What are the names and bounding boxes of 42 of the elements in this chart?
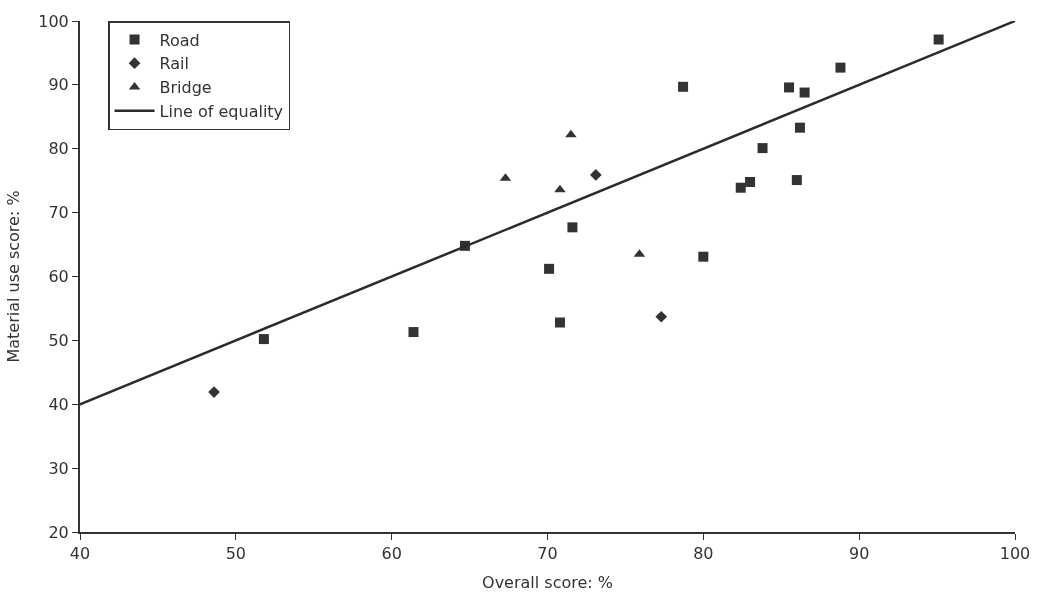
point — [794, 122, 805, 133]
point — [745, 176, 756, 187]
point — [554, 184, 566, 193]
legend-label: Road — [159, 30, 200, 50]
point — [258, 334, 269, 345]
x-tick-label: 80 — [693, 544, 714, 564]
x-tick-label: 100 — [999, 544, 1031, 564]
legend-label: Line of equality — [159, 102, 284, 122]
y-tick-label: 100 — [38, 11, 69, 31]
point — [544, 263, 555, 274]
point — [678, 81, 689, 92]
x-tick-label: 50 — [225, 544, 247, 564]
point — [835, 62, 846, 73]
point — [791, 175, 802, 186]
y-tick-label: 90 — [48, 75, 69, 95]
legend-label: Bridge — [159, 78, 212, 98]
point — [554, 317, 565, 328]
point — [567, 222, 578, 233]
y-tick-label: 80 — [48, 139, 69, 159]
point — [757, 143, 768, 154]
x-tick-label: 40 — [69, 544, 91, 564]
legend-label: Rail — [159, 54, 190, 74]
point — [784, 82, 795, 93]
y-tick-label: 60 — [48, 267, 69, 287]
y-tick-label: 40 — [48, 394, 69, 414]
x-tick-label: 60 — [381, 544, 402, 564]
y-tick-label: 20 — [48, 522, 69, 542]
point — [933, 34, 944, 45]
point — [655, 310, 668, 323]
point — [735, 182, 746, 193]
x-axis-title: Overall score: % — [482, 573, 613, 593]
x-tick-label: 90 — [848, 544, 870, 564]
y-axis-title: Material use score: % — [3, 190, 23, 363]
point — [565, 129, 577, 138]
y-tick-label: 50 — [48, 330, 69, 350]
point — [408, 327, 419, 338]
x-tick-label: 70 — [537, 544, 558, 564]
point — [799, 87, 810, 98]
y-tick-label: 70 — [48, 203, 69, 223]
point — [589, 169, 602, 181]
y-tick-label: 30 — [48, 458, 69, 478]
point — [698, 251, 709, 262]
